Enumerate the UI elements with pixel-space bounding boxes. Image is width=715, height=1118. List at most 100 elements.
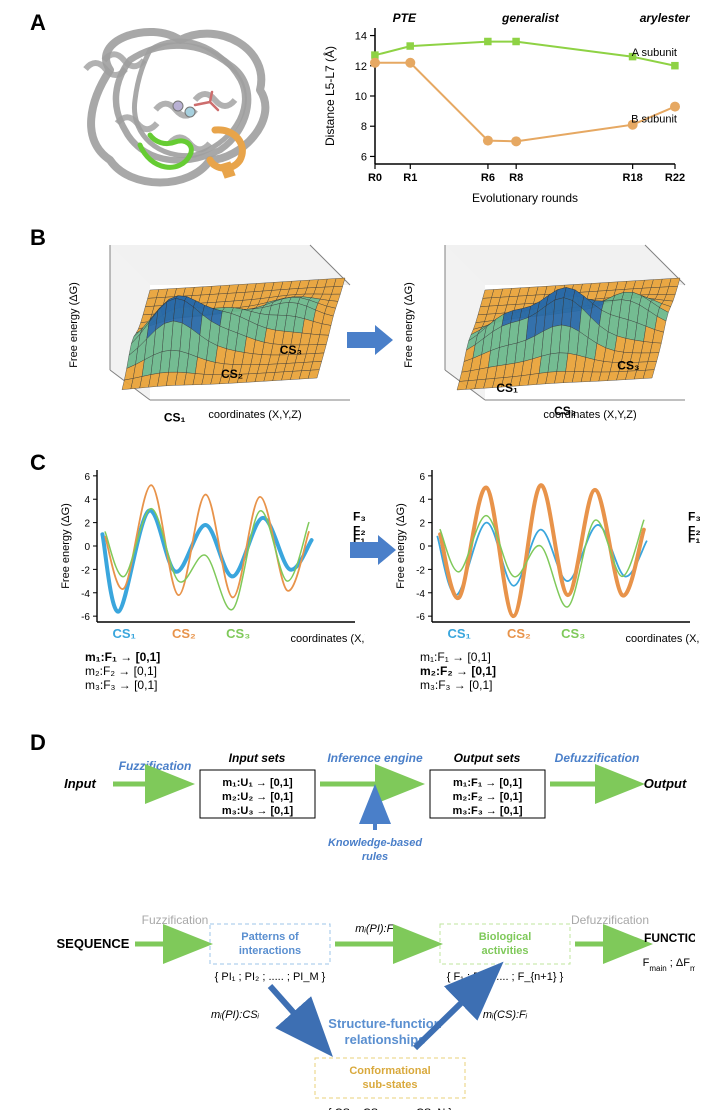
note-line: m₃:F₃ → [0,1] [85,678,160,692]
svg-text:B subunit: B subunit [631,114,677,126]
svg-text:mᵢ(PI):CSᵢ: mᵢ(PI):CSᵢ [211,1009,260,1021]
svg-text:6: 6 [419,472,425,483]
svg-text:Defuzzification: Defuzzification [571,913,649,927]
svg-text:rules: rules [362,851,388,863]
figure-page: A B C D 68101214R0R1R6R8R18R22Evolutiona… [0,0,715,1118]
svg-text:CS₁: CS₁ [164,410,186,424]
svg-text:Structure-function: Structure-function [328,1016,441,1031]
svg-text:8: 8 [361,121,367,133]
svg-text:Fuzzification: Fuzzification [142,913,209,927]
svg-text:Free energy (ΔG): Free energy (ΔG) [60,503,72,589]
svg-text:FUNCTION: FUNCTION [644,931,695,945]
svg-text:-2: -2 [416,565,425,576]
svg-text:m₂:U₂ → [0,1]: m₂:U₂ → [0,1] [222,791,293,803]
svg-text:PTE: PTE [393,11,417,25]
note-line: m₂:F₂ → [0,1] [420,664,496,678]
svg-text:CS₂: CS₂ [221,367,243,381]
svg-text:R22: R22 [665,172,685,184]
svg-text:-6: -6 [81,612,90,623]
panel-B-arrow [345,320,395,360]
panel-A-chart: 6 8 10 12 14 R0 R1 R6 R8 R18 R22 Evolutionary round… [320,6,690,206]
svg-text:Fmain ; ΔFmain: Fmain ; ΔFmain [643,957,695,973]
svg-text:Knowledge-based: Knowledge-based [328,837,422,849]
svg-text:F₁: F₁ [688,531,700,545]
svg-text:Inference engine: Inference engine [327,751,423,765]
svg-text:m₁:U₁ → [0,1]: m₁:U₁ → [0,1] [222,777,293,789]
svg-text:R0: R0 [368,172,382,184]
svg-text:CS₁: CS₁ [496,381,518,395]
note-line: m₁:F₁ → [0,1] [420,650,496,664]
svg-text:-4: -4 [416,589,425,600]
svg-text:F₃: F₃ [353,509,365,523]
svg-text:Patterns of: Patterns of [241,931,299,943]
svg-text:F₃: F₃ [688,509,700,523]
panel-B-left-surface: Free energy (ΔG) coordinates (X,Y,Z) CS₁ CS… [55,230,355,430]
svg-text:{ CS₁ ; CS₂ ; ..... ; CS_N }: { CS₁ ; CS₂ ; ..... ; CS_N } [328,1107,452,1110]
svg-text:arylesterase: arylesterase [640,11,690,25]
svg-text:{ PI₁ ; PI₂ ; ..... ; PI_M }: { PI₁ ; PI₂ ; ..... ; PI_M } [215,971,326,983]
svg-text:Output: Output [644,776,687,791]
svg-text:CS₃: CS₃ [280,343,302,357]
svg-text:-2: -2 [81,565,90,576]
svg-text:Defuzzification: Defuzzification [555,751,640,765]
svg-text:R6: R6 [481,172,495,184]
svg-text:-6: -6 [416,612,425,623]
panel-B-right-surface: Free energy (ΔG)coordinates (X,Y,Z)CS₁CS… [390,230,690,430]
svg-text:2: 2 [419,519,425,530]
protein-structure [70,10,290,200]
svg-text:m₃:F₃ → [0,1]: m₃:F₃ → [0,1] [452,805,522,817]
svg-text:CS₁: CS₁ [112,626,135,641]
svg-text:{ F₁ ; F₂ ; ..... ; F_{n+1} }: { F₁ ; F₂ ; ..... ; F_{n+1} } [447,971,564,983]
svg-text:SEQUENCE: SEQUENCE [57,936,130,951]
svg-text:CS₁: CS₁ [447,626,470,641]
panel-label-A: A [30,10,46,36]
svg-text:Biological: Biological [479,931,532,943]
note-line: m₃:F₃ → [0,1] [420,678,496,692]
svg-text:R8: R8 [509,172,523,184]
svg-text:CS₃: CS₃ [617,359,639,373]
panel-label-B: B [30,225,46,251]
svg-text:m₃:U₃ → [0,1]: m₃:U₃ → [0,1] [222,805,294,817]
svg-text:2: 2 [84,519,90,530]
svg-text:-4: -4 [81,589,90,600]
svg-text:Evolutionary rounds: Evolutionary rounds [472,191,578,205]
svg-text:CS₂: CS₂ [172,626,196,641]
svg-text:mᵢ(CS):Fᵢ: mᵢ(CS):Fᵢ [483,1009,528,1021]
svg-text:CS₂: CS₂ [507,626,531,641]
svg-text:CS₃: CS₃ [226,626,250,641]
svg-text:m₂:F₂ → [0,1]: m₂:F₂ → [0,1] [453,791,523,803]
svg-text:A subunit: A subunit [632,47,677,59]
svg-text:R1: R1 [403,172,417,184]
svg-text:Free energy (ΔG): Free energy (ΔG) [68,282,80,368]
panel-C-left-notes: m₁:F₁ → [0,1]m₂:F₂ → [0,1]m₃:F₃ → [0,1] [85,650,160,692]
svg-text:10: 10 [355,91,367,103]
svg-text:12: 12 [355,61,367,73]
svg-text:Conformational: Conformational [349,1065,430,1077]
svg-text:mᵢ(PI):Fᵢ: mᵢ(PI):Fᵢ [355,923,395,935]
svg-text:Free energy (ΔG): Free energy (ΔG) [403,282,415,368]
svg-text:relationships: relationships [345,1032,426,1047]
svg-text:6: 6 [361,151,367,163]
svg-text:4: 4 [84,495,90,506]
svg-text:coordinates (X,Y,Z): coordinates (X,Y,Z) [208,409,301,421]
svg-text:R18: R18 [623,172,643,184]
svg-text:Input: Input [64,776,96,791]
svg-text:interactions: interactions [239,945,301,957]
svg-text:0: 0 [419,542,425,553]
svg-text:coordinates (X,Y,Z): coordinates (X,Y,Z) [291,633,366,645]
svg-text:m₁:F₁ → [0,1]: m₁:F₁ → [0,1] [453,777,522,789]
svg-text:6: 6 [84,472,90,483]
panel-label-C: C [30,450,46,476]
svg-text:14: 14 [355,31,367,43]
svg-text:Input sets: Input sets [229,751,286,765]
svg-text:CS₃: CS₃ [561,626,585,641]
note-line: m₁:F₁ → [0,1] [85,650,160,664]
svg-text:0: 0 [84,542,90,553]
svg-text:Fuzzification: Fuzzification [119,759,192,773]
svg-text:Output sets: Output sets [454,751,521,765]
svg-text:Free energy (ΔG): Free energy (ΔG) [395,503,407,589]
svg-text:CS₂: CS₂ [554,404,576,418]
svg-text:coordinates (X,Y,Z): coordinates (X,Y,Z) [626,633,701,645]
svg-text:sub-states: sub-states [362,1079,417,1091]
panel-C-right-notes: m₁:F₁ → [0,1]m₂:F₂ → [0,1]m₃:F₃ → [0,1] [420,650,496,692]
